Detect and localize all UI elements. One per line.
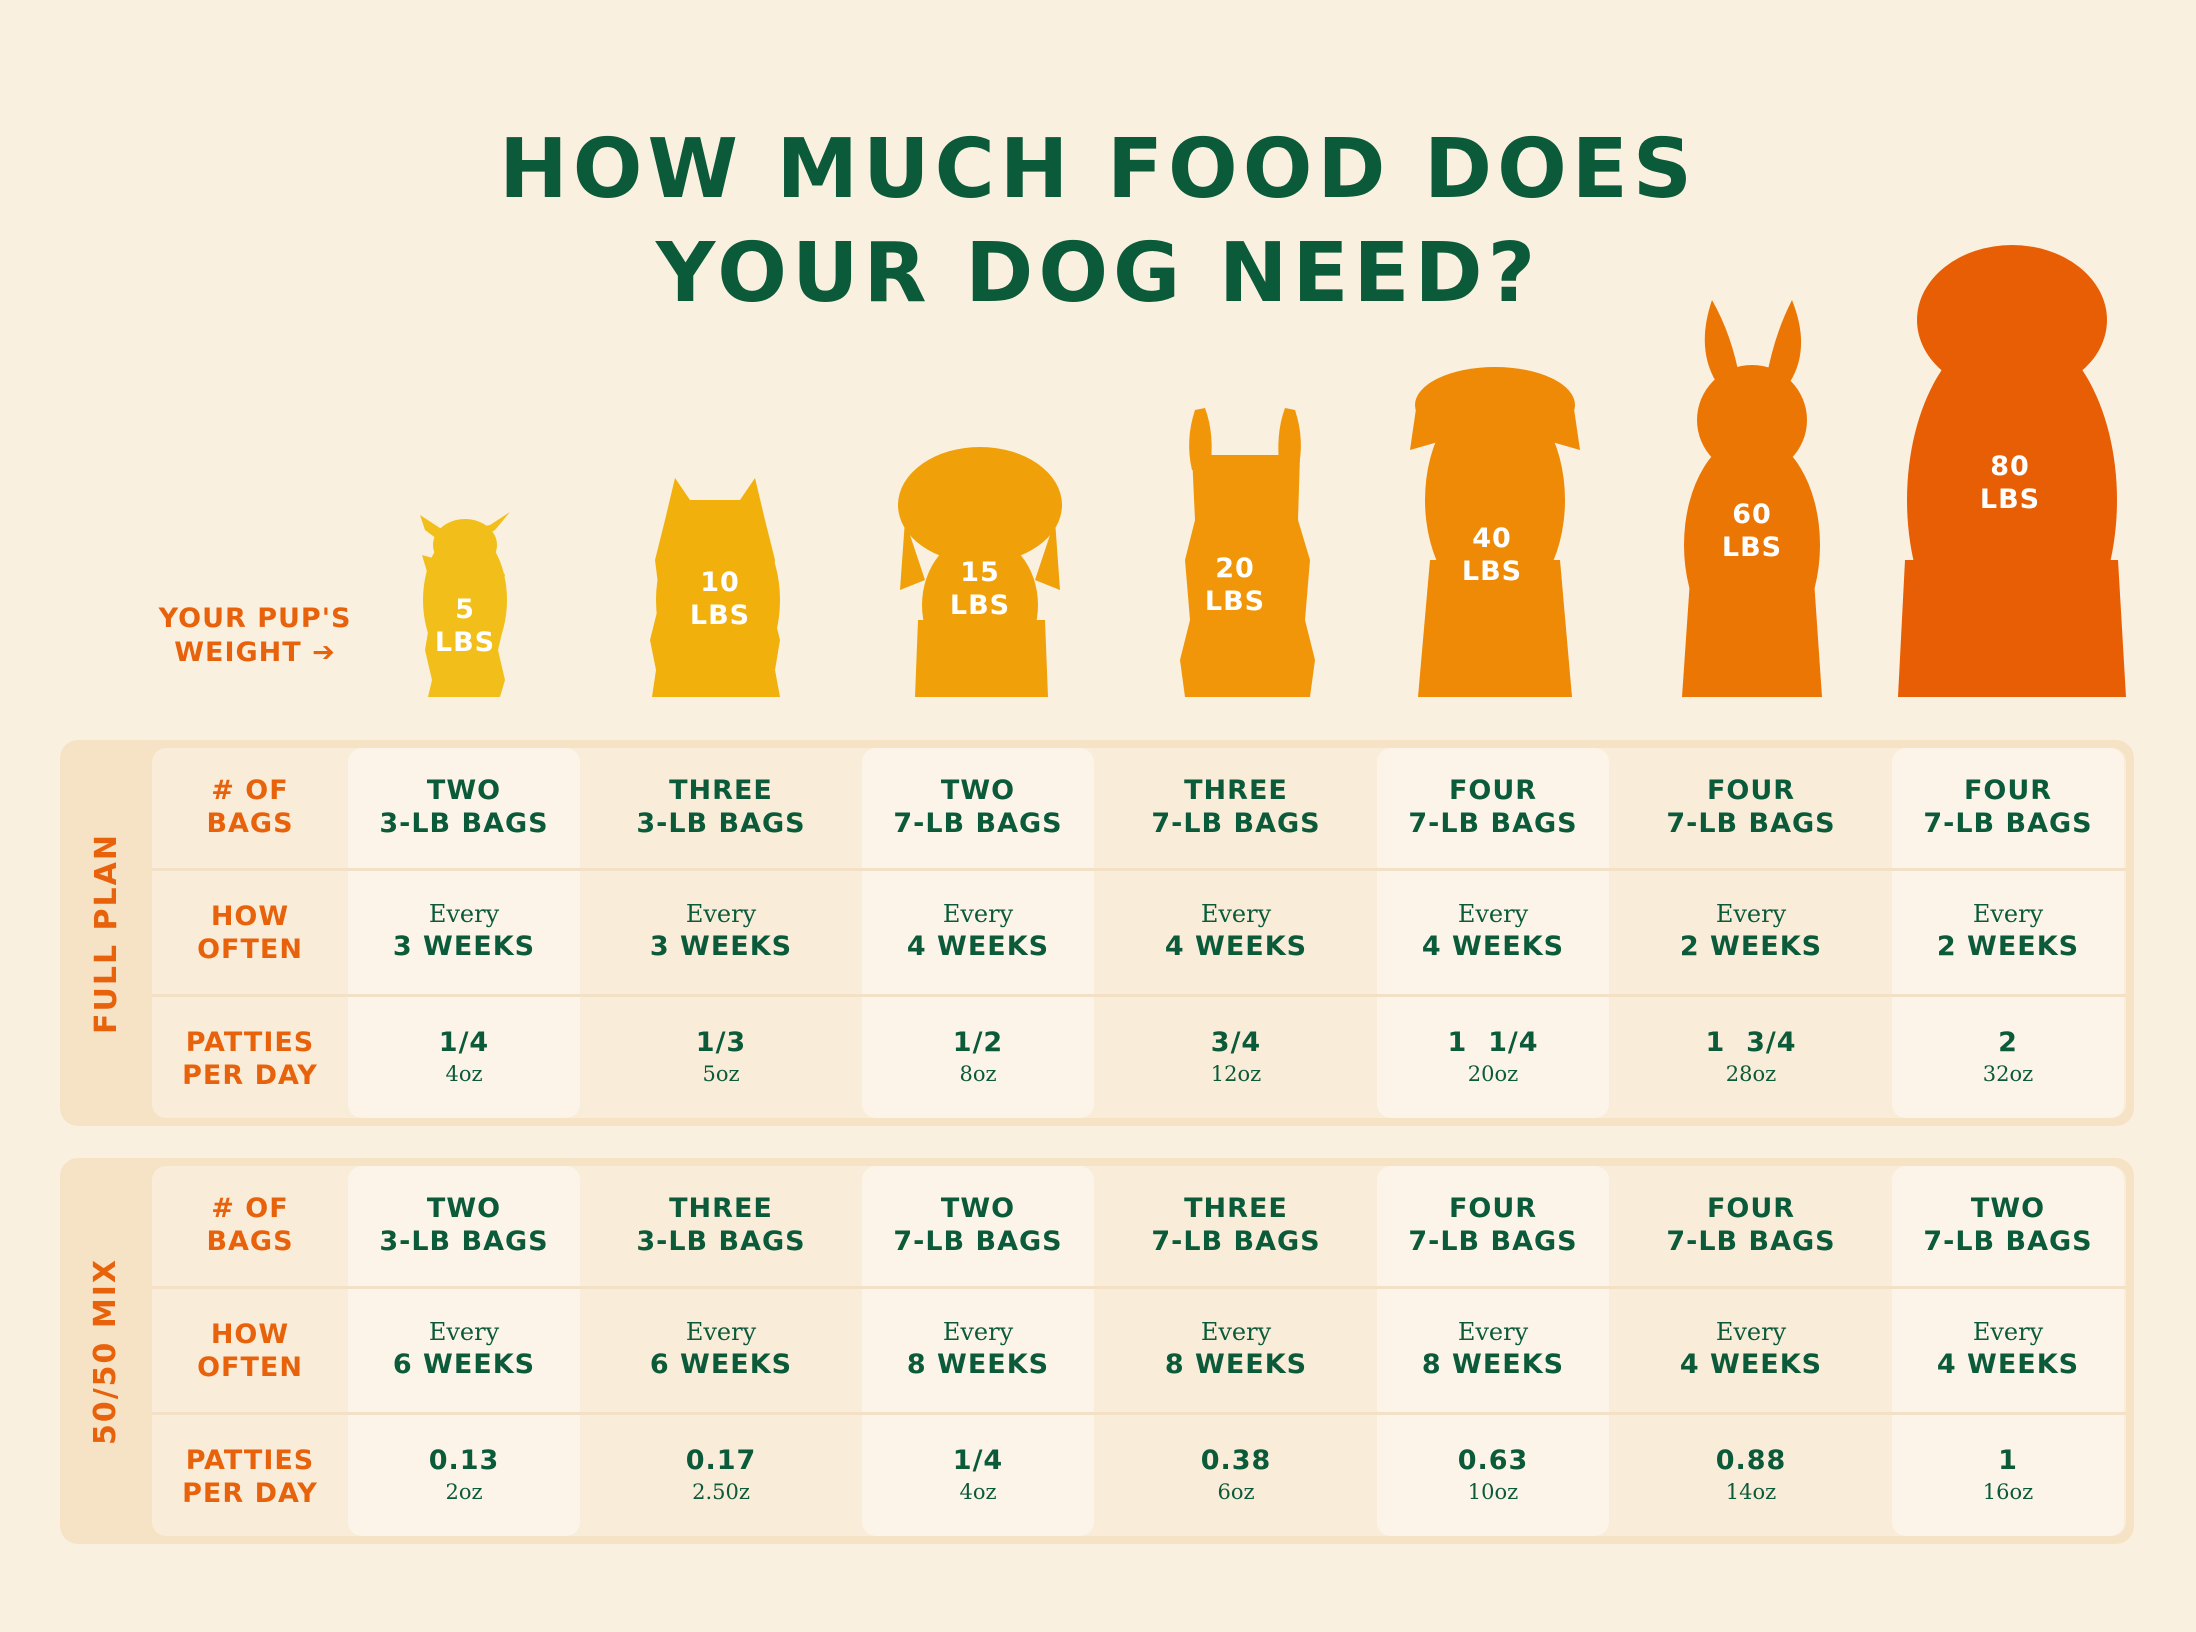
dog-weight-label-5: 5 LBS — [434, 594, 496, 658]
highlight-column — [1377, 1166, 1609, 1536]
bags-cell: TWO 3-LB BAGS — [379, 775, 549, 839]
often-cell: Every 2 WEEKS — [1679, 900, 1823, 962]
bags-cell: FOUR 7-LB BAGS — [1923, 775, 2093, 839]
bags-cell: THREE 7-LB BAGS — [1151, 775, 1321, 839]
page-title: HOW MUCH FOOD DOES YOUR DOG NEED? — [0, 118, 2196, 326]
highlight-column — [862, 1166, 1094, 1536]
often-cell: Every 4 WEEKS — [1936, 1318, 2080, 1380]
often-cell: Every 4 WEEKS — [1164, 900, 1308, 962]
dog-weight-label-15: 15 LBS — [949, 557, 1011, 621]
row-label-patties: PATTIES PER DAY — [182, 1027, 318, 1091]
bags-cell: THREE 3-LB BAGS — [636, 775, 806, 839]
row-divider — [152, 1286, 2126, 1289]
mix-plan-side-label: 50/50 MIX — [88, 1257, 124, 1445]
row-label-often: HOW OFTEN — [197, 901, 303, 965]
full-plan-table: # OF BAGS HOW OFTEN PATTIES PER DAY TWO 3-LB… — [152, 748, 2126, 1118]
row-label-patties: PATTIES PER DAY — [182, 1445, 318, 1509]
mix-plan-table: # OF BAGS HOW OFTEN PATTIES PER DAY TWO 3-LB… — [152, 1166, 2126, 1536]
often-cell: Every 4 WEEKS — [906, 900, 1050, 962]
often-cell: Every 4 WEEKS — [1679, 1318, 1823, 1380]
often-cell: Every 8 WEEKS — [1164, 1318, 1308, 1380]
patties-cell: 1 1/4 20oz — [1447, 1027, 1539, 1086]
row-divider — [152, 868, 2126, 871]
title-line-2: YOUR DOG NEED? — [655, 226, 1541, 321]
weight-label-line-2: WEIGHT ➔ — [174, 637, 336, 668]
highlight-column — [348, 748, 580, 1118]
patties-cell: 0.13 2oz — [428, 1445, 500, 1504]
bags-cell: TWO 7-LB BAGS — [893, 1193, 1063, 1257]
patties-cell: 3/4 12oz — [1210, 1027, 1262, 1086]
bags-cell: FOUR 7-LB BAGS — [1408, 775, 1578, 839]
patties-cell: 1 16oz — [1982, 1445, 2034, 1504]
highlight-column — [1892, 748, 2124, 1118]
row-divider — [152, 1412, 2126, 1415]
patties-cell: 0.38 6oz — [1200, 1445, 1272, 1504]
patties-cell: 0.63 10oz — [1457, 1445, 1529, 1504]
row-label-bags: # OF BAGS — [206, 775, 294, 839]
bags-cell: FOUR 7-LB BAGS — [1666, 1193, 1836, 1257]
often-cell: Every 3 WEEKS — [649, 900, 793, 962]
often-cell: Every 2 WEEKS — [1936, 900, 2080, 962]
row-divider — [152, 994, 2126, 997]
highlight-column — [348, 1166, 580, 1536]
bags-cell: THREE 7-LB BAGS — [1151, 1193, 1321, 1257]
dog-weight-label-10: 10 LBS — [689, 567, 751, 631]
bags-cell: TWO 7-LB BAGS — [1923, 1193, 2093, 1257]
patties-cell: 1/3 5oz — [695, 1027, 747, 1086]
mix-plan-panel: 50/50 MIX # OF BAGS HOW OFTEN PATTIES PER D… — [60, 1158, 2134, 1544]
dog-weight-label-60: 60 LBS — [1721, 499, 1783, 563]
full-plan-side-label: FULL PLAN — [88, 832, 124, 1034]
highlight-column — [1892, 1166, 2124, 1536]
row-label-often: HOW OFTEN — [197, 1319, 303, 1383]
full-plan-panel: FULL PLAN # OF BAGS HOW OFTEN PATTIES PER D… — [60, 740, 2134, 1126]
often-cell: Every 6 WEEKS — [649, 1318, 793, 1380]
bags-cell: FOUR 7-LB BAGS — [1666, 775, 1836, 839]
often-cell: Every 3 WEEKS — [392, 900, 536, 962]
patties-cell: 0.17 2.50z — [685, 1445, 757, 1504]
patties-cell: 1 3/4 28oz — [1705, 1027, 1797, 1086]
bags-cell: FOUR 7-LB BAGS — [1408, 1193, 1578, 1257]
highlight-column — [862, 748, 1094, 1118]
weight-label-line-1: YOUR PUP'S — [158, 603, 352, 634]
bags-cell: TWO 7-LB BAGS — [893, 775, 1063, 839]
highlight-column — [1377, 748, 1609, 1118]
often-cell: Every 4 WEEKS — [1421, 900, 1565, 962]
bags-cell: THREE 3-LB BAGS — [636, 1193, 806, 1257]
bags-cell: TWO 3-LB BAGS — [379, 1193, 549, 1257]
patties-cell: 1/4 4oz — [952, 1445, 1004, 1504]
dog-weight-label-20: 20 LBS — [1204, 553, 1266, 617]
weight-label: YOUR PUP'S WEIGHT ➔ — [150, 602, 360, 670]
title-line-1: HOW MUCH FOOD DOES — [499, 122, 1697, 217]
dog-weight-label-40: 40 LBS — [1461, 523, 1523, 587]
patties-cell: 1/4 4oz — [438, 1027, 490, 1086]
dog-weight-label-80: 80 LBS — [1979, 451, 2041, 515]
often-cell: Every 8 WEEKS — [1421, 1318, 1565, 1380]
patties-cell: 1/2 8oz — [952, 1027, 1004, 1086]
patties-cell: 2 32oz — [1982, 1027, 2034, 1086]
patties-cell: 0.88 14oz — [1715, 1445, 1787, 1504]
often-cell: Every 6 WEEKS — [392, 1318, 536, 1380]
row-label-bags: # OF BAGS — [206, 1193, 294, 1257]
often-cell: Every 8 WEEKS — [906, 1318, 1050, 1380]
